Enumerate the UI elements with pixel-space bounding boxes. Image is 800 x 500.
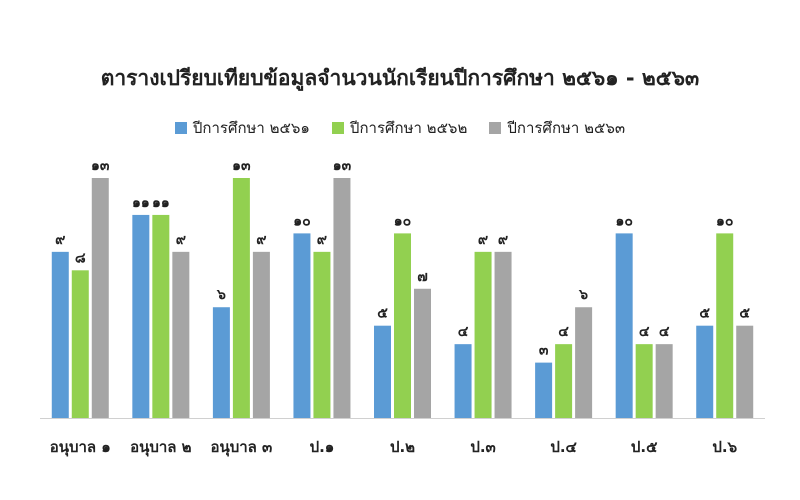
bar-2-8 xyxy=(636,344,653,418)
data-label-1-6: ๔ xyxy=(458,324,469,340)
bar-1-8 xyxy=(616,233,633,418)
bar-2-1 xyxy=(72,270,89,418)
data-label-3-5: ๗ xyxy=(417,269,428,285)
data-label-2-5: ๑๐ xyxy=(394,213,411,229)
bar-2-3 xyxy=(233,178,250,418)
data-label-3-4: ๑๓ xyxy=(333,158,352,174)
data-label-2-6: ๙ xyxy=(478,232,488,248)
data-label-2-8: ๔ xyxy=(639,324,650,340)
bar-1-3 xyxy=(213,307,230,418)
data-label-1-8: ๑๐ xyxy=(615,213,632,229)
data-label-1-3: ๖ xyxy=(216,287,226,303)
data-label-3-8: ๔ xyxy=(659,324,670,340)
bar-3-8 xyxy=(656,344,673,418)
category-label-6: ป.๓ xyxy=(470,438,495,456)
bar-2-7 xyxy=(555,344,572,418)
bar-3-6 xyxy=(495,252,512,418)
bar-3-5 xyxy=(414,289,431,418)
bar-1-2 xyxy=(132,215,149,418)
bar-3-9 xyxy=(736,326,753,418)
data-label-3-2: ๙ xyxy=(176,232,186,248)
data-label-2-7: ๔ xyxy=(558,324,569,340)
data-label-3-7: ๖ xyxy=(578,287,588,303)
data-label-3-6: ๙ xyxy=(498,232,508,248)
bar-1-1 xyxy=(52,252,69,418)
data-label-2-3: ๑๓ xyxy=(232,158,251,174)
bar-2-2 xyxy=(152,215,169,418)
bar-3-3 xyxy=(253,252,270,418)
data-label-3-3: ๙ xyxy=(256,232,266,248)
bar-2-9 xyxy=(716,233,733,418)
data-label-1-9: ๕ xyxy=(699,306,710,322)
data-label-2-9: ๑๐ xyxy=(716,213,733,229)
data-label-2-2: ๑๑ xyxy=(152,195,170,211)
category-label-8: ป.๕ xyxy=(631,438,658,456)
data-label-2-4: ๙ xyxy=(317,232,327,248)
bar-2-6 xyxy=(475,252,492,418)
bar-3-7 xyxy=(575,307,592,418)
bar-3-1 xyxy=(92,178,109,418)
category-label-4: ป.๑ xyxy=(310,438,335,456)
data-label-1-7: ๓ xyxy=(539,343,549,359)
data-label-3-1: ๑๓ xyxy=(91,158,110,174)
bar-1-9 xyxy=(696,326,713,418)
bar-1-4 xyxy=(293,233,310,418)
bar-3-2 xyxy=(172,252,189,418)
category-label-9: ป.๖ xyxy=(712,438,737,456)
bar-1-5 xyxy=(374,326,391,418)
bar-1-6 xyxy=(455,344,472,418)
category-label-5: ป.๒ xyxy=(390,438,415,456)
data-label-1-5: ๕ xyxy=(377,306,388,322)
bar-2-5 xyxy=(394,233,411,418)
data-label-1-1: ๙ xyxy=(55,232,65,248)
category-label-2: อนุบาล ๒ xyxy=(130,438,192,457)
bar-2-4 xyxy=(313,252,330,418)
category-label-3: อนุบาล ๓ xyxy=(210,438,272,457)
data-label-1-2: ๑๑ xyxy=(132,195,150,211)
data-label-1-4: ๑๐ xyxy=(293,213,310,229)
data-label-2-1: ๘ xyxy=(75,250,86,266)
bar-3-4 xyxy=(333,178,350,418)
bar-1-7 xyxy=(535,363,552,418)
category-label-1: อนุบาล ๑ xyxy=(50,438,111,457)
category-label-7: ป.๔ xyxy=(550,438,577,456)
data-label-3-9: ๕ xyxy=(739,306,750,322)
